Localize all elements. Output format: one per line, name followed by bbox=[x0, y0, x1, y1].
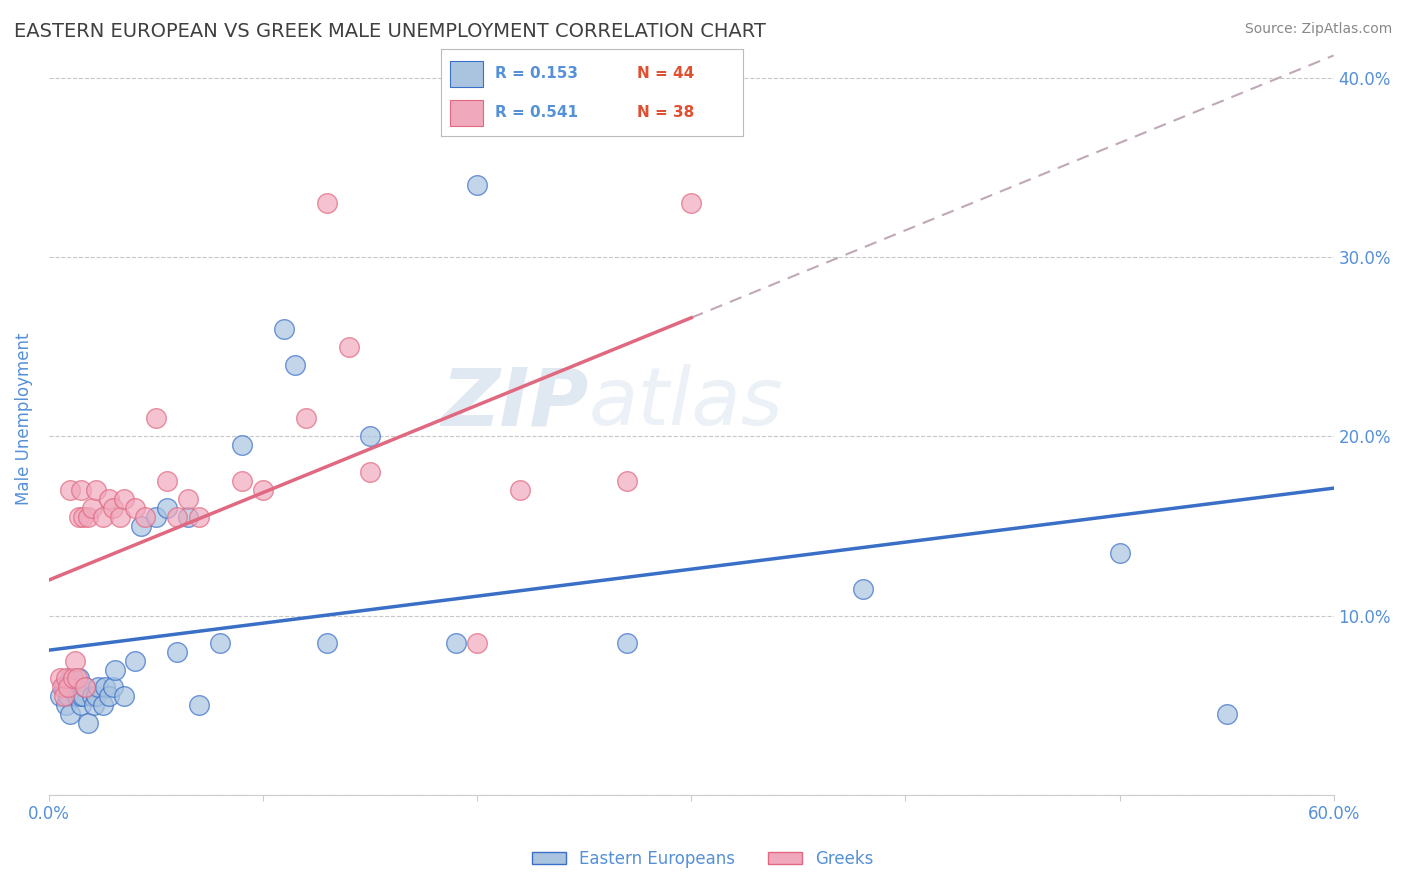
Point bbox=[284, 358, 307, 372]
Point bbox=[112, 690, 135, 704]
Point bbox=[72, 690, 94, 704]
Point bbox=[70, 698, 93, 713]
Point bbox=[55, 672, 77, 686]
Point bbox=[103, 501, 125, 516]
Point bbox=[58, 690, 80, 704]
Point bbox=[48, 672, 70, 686]
Point bbox=[359, 429, 381, 443]
Point bbox=[124, 654, 146, 668]
Point bbox=[337, 340, 360, 354]
Point bbox=[252, 483, 274, 498]
Point bbox=[59, 681, 82, 695]
Point bbox=[84, 690, 107, 704]
Point bbox=[67, 510, 90, 524]
Point bbox=[295, 411, 318, 425]
Point bbox=[187, 510, 209, 524]
Point bbox=[616, 474, 638, 488]
Point bbox=[70, 690, 93, 704]
Point bbox=[87, 681, 110, 695]
Point bbox=[52, 690, 75, 704]
Point bbox=[59, 672, 82, 686]
Point bbox=[316, 196, 339, 211]
Point bbox=[72, 510, 94, 524]
Text: EASTERN EUROPEAN VS GREEK MALE UNEMPLOYMENT CORRELATION CHART: EASTERN EUROPEAN VS GREEK MALE UNEMPLOYM… bbox=[14, 22, 766, 41]
Point bbox=[145, 411, 167, 425]
Point bbox=[76, 716, 98, 731]
Point bbox=[66, 690, 89, 704]
Point bbox=[209, 635, 232, 649]
Point bbox=[681, 196, 703, 211]
Point bbox=[1108, 546, 1130, 560]
Point bbox=[112, 492, 135, 507]
Text: atlas: atlas bbox=[589, 364, 783, 442]
Text: Source: ZipAtlas.com: Source: ZipAtlas.com bbox=[1244, 22, 1392, 37]
Point bbox=[66, 672, 89, 686]
Point bbox=[852, 582, 875, 596]
Point bbox=[316, 635, 339, 649]
Point bbox=[80, 501, 103, 516]
Point bbox=[83, 698, 105, 713]
Point bbox=[58, 681, 80, 695]
Point bbox=[465, 178, 488, 193]
Point bbox=[104, 663, 127, 677]
Point bbox=[156, 474, 179, 488]
Point bbox=[97, 690, 120, 704]
Point bbox=[93, 681, 115, 695]
Point bbox=[91, 510, 114, 524]
Point bbox=[59, 707, 82, 722]
Point bbox=[63, 654, 86, 668]
Point bbox=[62, 672, 84, 686]
Point bbox=[97, 492, 120, 507]
Legend: Eastern Europeans, Greeks: Eastern Europeans, Greeks bbox=[526, 844, 880, 875]
Point bbox=[129, 519, 152, 533]
Point bbox=[75, 681, 97, 695]
Point bbox=[166, 644, 188, 658]
Point bbox=[70, 483, 93, 498]
Point bbox=[177, 492, 200, 507]
Point bbox=[75, 681, 97, 695]
Point bbox=[108, 510, 131, 524]
Point bbox=[124, 501, 146, 516]
Point bbox=[145, 510, 167, 524]
Point bbox=[103, 681, 125, 695]
Point bbox=[231, 474, 253, 488]
Point bbox=[63, 681, 86, 695]
Point bbox=[59, 483, 82, 498]
Point bbox=[166, 510, 188, 524]
Point bbox=[48, 690, 70, 704]
Point bbox=[465, 635, 488, 649]
Point bbox=[80, 690, 103, 704]
Point bbox=[1215, 707, 1237, 722]
Point bbox=[52, 681, 75, 695]
Point bbox=[84, 483, 107, 498]
Point bbox=[444, 635, 467, 649]
Point bbox=[359, 465, 381, 479]
Point bbox=[187, 698, 209, 713]
Y-axis label: Male Unemployment: Male Unemployment bbox=[15, 332, 32, 505]
Point bbox=[509, 483, 531, 498]
Point bbox=[616, 635, 638, 649]
Point bbox=[51, 681, 73, 695]
Point bbox=[134, 510, 156, 524]
Point bbox=[273, 322, 295, 336]
Text: ZIP: ZIP bbox=[441, 364, 589, 442]
Point bbox=[67, 672, 90, 686]
Point bbox=[76, 510, 98, 524]
Point bbox=[156, 501, 179, 516]
Point bbox=[231, 438, 253, 452]
Point bbox=[55, 698, 77, 713]
Point bbox=[91, 698, 114, 713]
Point bbox=[177, 510, 200, 524]
